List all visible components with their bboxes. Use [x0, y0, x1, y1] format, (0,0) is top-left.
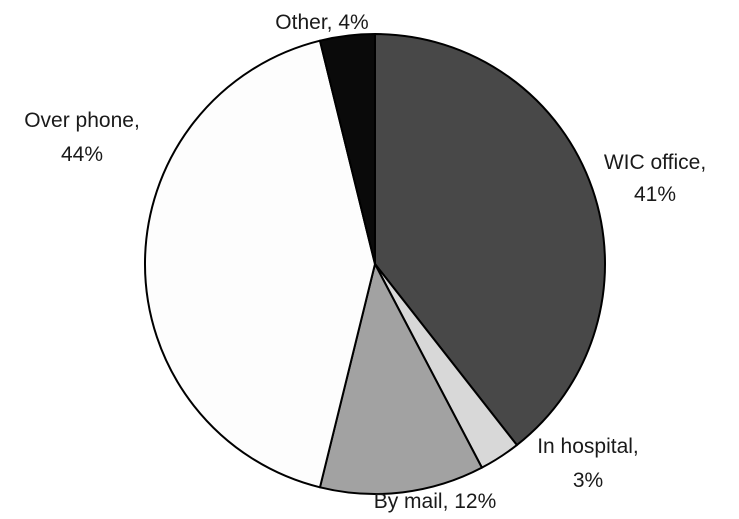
slice-label-over-phone: Over phone,	[24, 109, 140, 132]
slice-value-over-phone: 44%	[61, 143, 103, 166]
pie-slice-wic-office	[374, 33, 606, 447]
slice-label-by-mail: By mail, 12%	[374, 490, 497, 513]
pie-slice-over-phone	[144, 39, 376, 489]
slice-value-in-hospital: 3%	[573, 469, 603, 492]
slice-label-wic-office: WIC office,	[604, 151, 706, 174]
pie-slices	[144, 33, 606, 495]
slice-value-wic-office: 41%	[634, 183, 676, 206]
slice-label-in-hospital: In hospital,	[537, 435, 639, 458]
pie-slice-other	[318, 33, 376, 265]
slice-label-other: Other, 4%	[275, 11, 368, 34]
pie-slice-by-mail	[318, 263, 483, 495]
pie-labels: WIC office, 41% In hospital, 3% By mail,…	[24, 11, 706, 513]
